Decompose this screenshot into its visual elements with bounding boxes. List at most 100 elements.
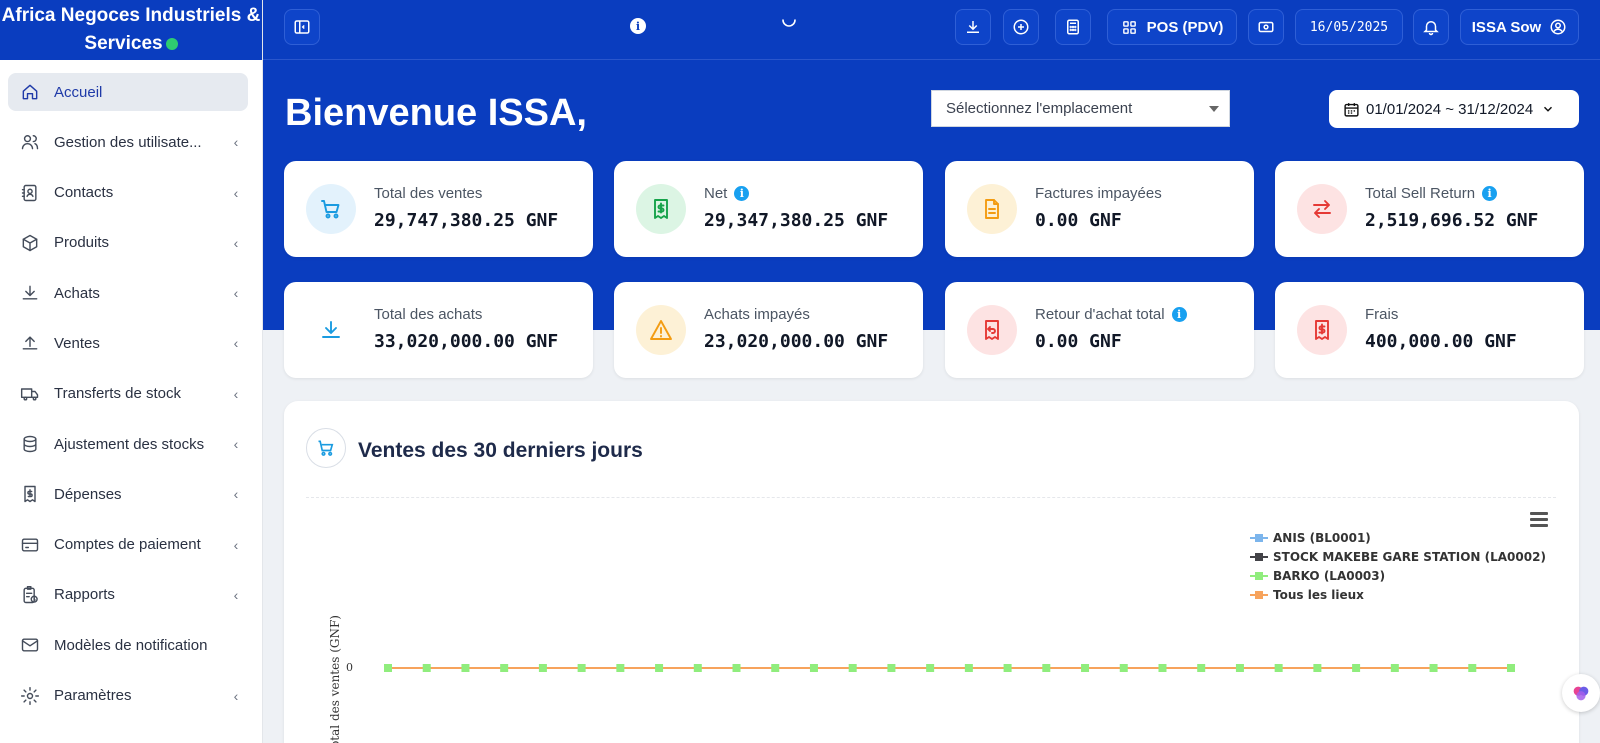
sidebar-toggle-button[interactable]	[284, 9, 320, 45]
calculator-button[interactable]	[1055, 9, 1091, 45]
stat-title: Retour d'achat total	[1035, 306, 1165, 323]
cart-icon	[306, 184, 356, 234]
user-circle-icon	[1550, 19, 1566, 35]
data-point[interactable]	[848, 664, 857, 672]
upload-icon	[20, 333, 40, 353]
data-point[interactable]	[1352, 664, 1361, 672]
info-icon[interactable]: i	[1482, 186, 1498, 201]
sidebar-item-6[interactable]: Transferts de stock ‹	[8, 375, 248, 413]
sidebar-item-12[interactable]: Paramètres ‹	[8, 677, 248, 715]
data-point[interactable]	[809, 664, 818, 672]
sidebar-item-7[interactable]: Ajustement des stocks ‹	[8, 425, 248, 463]
data-point[interactable]	[1003, 664, 1012, 672]
topbar: i POS (PDV) 16/05/2025 ISSA Sow	[263, 0, 1600, 60]
loading-spinner-icon	[782, 19, 796, 27]
sidebar-item-label: Transferts de stock	[54, 385, 181, 403]
sidebar-item-9[interactable]: Comptes de paiement ‹	[8, 526, 248, 564]
data-point[interactable]	[1313, 664, 1322, 672]
data-point[interactable]	[1468, 664, 1477, 672]
stat-title: Total Sell Return	[1365, 185, 1476, 202]
data-point[interactable]	[384, 664, 392, 672]
chart-legend: ANIS (BL0001) STOCK MAKEBE GARE STATION (…	[1250, 528, 1546, 604]
legend-marker	[1250, 551, 1268, 563]
data-point[interactable]	[1429, 664, 1438, 672]
brand-line1: Africa Negoces Industriels &	[1, 5, 261, 26]
stat-title: Factures impayées	[1035, 185, 1162, 202]
data-point[interactable]	[1274, 664, 1283, 672]
data-point[interactable]	[422, 664, 431, 672]
chevron-left-icon: ‹	[233, 385, 239, 402]
data-point[interactable]	[1235, 664, 1244, 672]
stat-card-0: Total des ventes 29,747,380.25 GNF	[284, 161, 593, 257]
cash-register-button[interactable]	[1248, 9, 1284, 45]
sidebar-item-3[interactable]: Produits ‹	[8, 224, 248, 262]
user-menu-button[interactable]: ISSA Sow	[1460, 9, 1579, 45]
data-point[interactable]	[1119, 664, 1128, 672]
data-point[interactable]	[500, 664, 509, 672]
brand[interactable]: Africa Negoces Industriels & Services	[0, 0, 262, 60]
data-point[interactable]	[926, 664, 935, 672]
data-point[interactable]	[732, 664, 741, 672]
box-icon	[20, 233, 40, 253]
legend-label: ANIS (BL0001)	[1273, 530, 1371, 545]
legend-item[interactable]: ANIS (BL0001)	[1250, 528, 1546, 547]
data-point[interactable]	[655, 664, 664, 672]
info-icon[interactable]: i	[1171, 307, 1187, 322]
download-button[interactable]	[955, 9, 991, 45]
location-select[interactable]: Sélectionnez l'emplacement	[931, 90, 1230, 127]
data-point[interactable]	[964, 664, 973, 672]
pos-button[interactable]: POS (PDV)	[1107, 9, 1237, 45]
data-point[interactable]	[887, 664, 896, 672]
location-select-placeholder: Sélectionnez l'emplacement	[946, 100, 1133, 117]
stat-card-4: Total des achats 33,020,000.00 GNF	[284, 282, 593, 378]
sidebar-item-5[interactable]: Ventes ‹	[8, 324, 248, 362]
ai-assistant-button[interactable]	[1562, 674, 1600, 712]
data-point[interactable]	[1081, 664, 1090, 672]
data-point[interactable]	[1158, 664, 1167, 672]
stat-title: Total des achats	[374, 306, 483, 323]
data-point[interactable]	[693, 664, 702, 672]
sidebar-item-1[interactable]: Gestion des utilisate... ‹	[8, 123, 248, 161]
sidebar-item-0[interactable]: Accueil	[8, 73, 248, 111]
stat-card-2: Factures impayées 0.00 GNF	[945, 161, 1254, 257]
sidebar-item-2[interactable]: Contacts ‹	[8, 174, 248, 212]
current-date[interactable]: 16/05/2025	[1295, 9, 1403, 45]
sidebar-item-8[interactable]: Dépenses ‹	[8, 475, 248, 513]
sidebar-item-label: Achats	[54, 284, 100, 302]
data-point[interactable]	[577, 664, 586, 672]
data-point[interactable]	[538, 664, 547, 672]
legend-label: Tous les lieux	[1273, 587, 1364, 602]
chart-menu-icon[interactable]	[1530, 512, 1548, 530]
sidebar-item-4[interactable]: Achats ‹	[8, 274, 248, 312]
database-icon	[20, 434, 40, 454]
legend-marker	[1250, 532, 1268, 544]
legend-item[interactable]: BARKO (LA0003)	[1250, 566, 1546, 585]
data-point[interactable]	[616, 664, 625, 672]
sidebar-item-11[interactable]: Modèles de notification	[8, 626, 248, 664]
credit-card-icon	[20, 535, 40, 555]
data-point[interactable]	[1042, 664, 1051, 672]
mail-icon	[20, 635, 40, 655]
data-point[interactable]	[461, 664, 470, 672]
legend-item[interactable]: STOCK MAKEBE GARE STATION (LA0002)	[1250, 547, 1546, 566]
data-point[interactable]	[771, 664, 780, 672]
brain-icon	[1573, 686, 1589, 701]
sales-chart-panel: Ventes des 30 derniers jours ANIS (BL000…	[284, 401, 1579, 743]
legend-item[interactable]: Tous les lieux	[1250, 585, 1546, 604]
line-chart: ANIS (BL0001) STOCK MAKEBE GARE STATION (…	[306, 497, 1556, 743]
date-range-filter[interactable]: 01/01/2024 ~ 31/12/2024	[1329, 90, 1579, 128]
stat-value: 33,020,000.00 GNF	[374, 331, 559, 352]
notifications-button[interactable]	[1413, 9, 1449, 45]
data-point[interactable]	[1390, 664, 1399, 672]
info-icon[interactable]: i	[630, 18, 646, 34]
add-button[interactable]	[1003, 9, 1039, 45]
cart-icon	[306, 428, 346, 468]
money-icon	[1258, 21, 1274, 33]
sidebar-item-10[interactable]: Rapports ‹	[8, 576, 248, 614]
data-point[interactable]	[1507, 664, 1515, 672]
data-point[interactable]	[1197, 664, 1206, 672]
sidebar-item-label: Dépenses	[54, 485, 122, 503]
legend-marker	[1250, 589, 1268, 601]
stat-value: 29,347,380.25 GNF	[704, 210, 889, 231]
info-icon[interactable]: i	[734, 186, 750, 201]
